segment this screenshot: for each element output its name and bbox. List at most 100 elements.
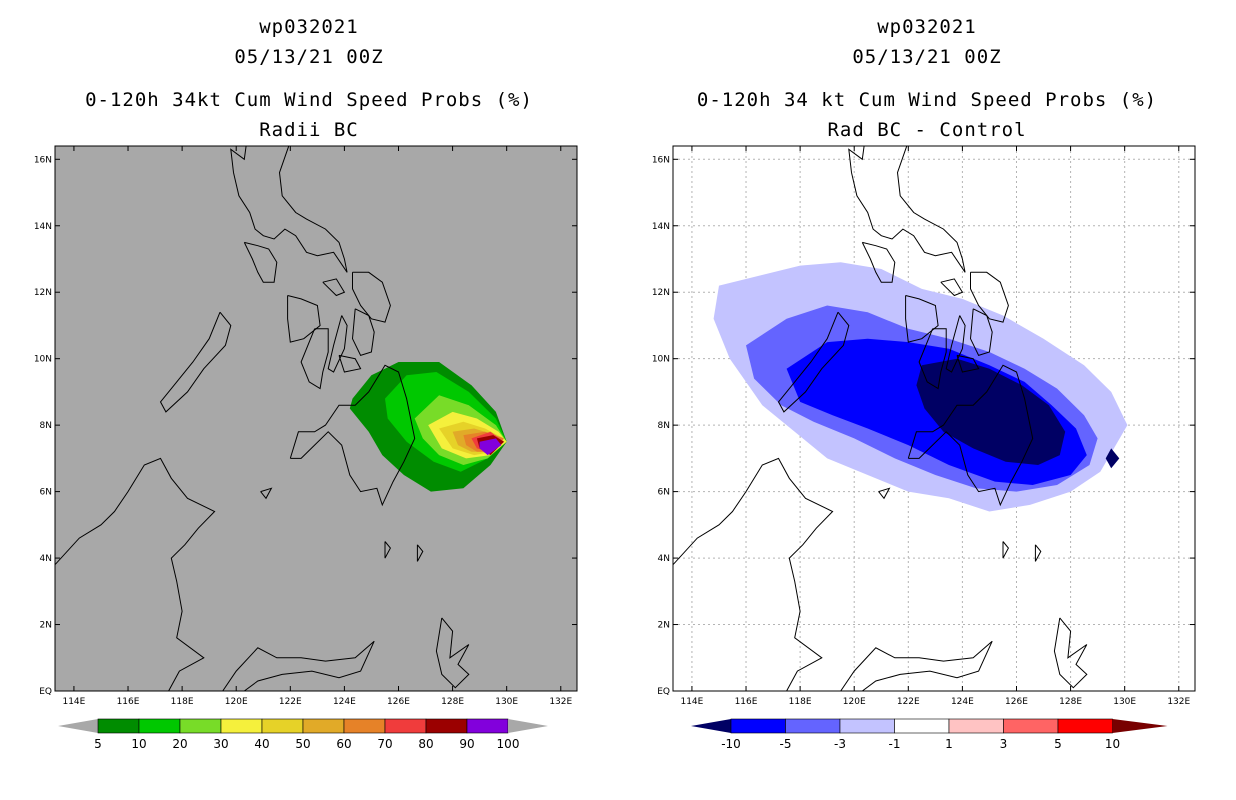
coastline (878, 487, 891, 500)
map-axes: 114E 116E 118E 120E 122E 124E 126E 128E 130E 132E… (34, 146, 577, 707)
coastline (55, 457, 216, 691)
lon-label: 116E (117, 697, 140, 707)
coastline (352, 271, 391, 323)
coastline (327, 315, 348, 373)
coastline (905, 295, 939, 343)
lat-label: 4N (658, 554, 670, 564)
right-subtitle: Rad BC - Control (827, 119, 1027, 141)
colorbar-swatch (894, 718, 950, 734)
colorbar-swatch (1003, 718, 1059, 734)
coastline (970, 271, 1009, 323)
coastline (416, 544, 424, 562)
lon-label: 126E (1005, 697, 1028, 707)
coastline (435, 617, 470, 689)
lon-label: 130E (495, 697, 518, 707)
lon-label: 128E (1059, 697, 1082, 707)
lon-label: 128E (441, 697, 464, 707)
right-datetime: 05/13/21 00Z (852, 46, 1002, 68)
map-content (673, 146, 1195, 691)
map-frame (672, 145, 1196, 692)
left-colorbar: 5 10 20 30 40 50 60 70 80 90 100 (58, 718, 548, 751)
left-product-title: 0-120h 34kt Cum Wind Speed Probs (%) (85, 89, 533, 111)
lon-label: 124E (951, 697, 974, 707)
coastline (945, 315, 966, 373)
colorbar-arrow-left (691, 719, 731, 733)
coastline (956, 354, 980, 373)
right-product-title: 0-120h 34 kt Cum Wind Speed Probs (%) (696, 89, 1158, 111)
coastline (969, 308, 993, 357)
coastline (338, 354, 362, 373)
lon-label: 122E (279, 697, 302, 707)
right-colorbar: -10 -5 -3 -1 1 3 5 10 (691, 718, 1168, 751)
lon-label: 118E (789, 697, 812, 707)
probability-contours (349, 362, 507, 492)
lon-label: 120E (225, 697, 248, 707)
coastline (300, 328, 329, 390)
colorbar-label: 80 (418, 737, 433, 751)
left-datetime: 05/13/21 00Z (234, 46, 384, 68)
colorbar-label: 50 (295, 737, 310, 751)
coastline (222, 640, 375, 691)
colorbar-swatch (384, 718, 427, 734)
coastline (243, 241, 278, 283)
colorbar-arrow-right (1112, 719, 1168, 733)
lat-label: 16N (34, 155, 52, 165)
colorbar-swatch (785, 718, 841, 734)
lat-label: 6N (658, 488, 670, 498)
colorbar-swatch (343, 718, 386, 734)
coastline (907, 364, 1034, 507)
colorbar-label: -3 (834, 737, 846, 751)
coastline (840, 640, 993, 691)
lon-label: 126E (387, 697, 410, 707)
lon-label: 118E (171, 697, 194, 707)
lat-label: 14N (34, 222, 52, 232)
lon-label: 116E (735, 697, 758, 707)
lat-label: EQ (657, 687, 670, 697)
lon-label: 114E (62, 697, 85, 707)
map-axes: 114E 116E 118E 120E 122E 124E 126E 128E 130E 132E… (652, 146, 1195, 707)
lon-label: 124E (333, 697, 356, 707)
colorbar-swatch (948, 718, 1004, 734)
coastline (159, 311, 232, 413)
coastline (918, 328, 947, 390)
colorbar-swatch (97, 718, 140, 734)
coastline (861, 241, 896, 283)
lat-label: 8N (658, 421, 670, 431)
colorbar-label: 20 (172, 737, 187, 751)
coastline (260, 487, 273, 500)
lat-label: 12N (652, 288, 670, 298)
lat-label: 2N (40, 621, 52, 631)
colorbar-label: 60 (336, 737, 351, 751)
left-storm-id: wp032021 (259, 16, 359, 38)
lat-label: 8N (40, 421, 52, 431)
colorbar-swatch (220, 718, 263, 734)
right-map: 114E 116E 118E 120E 122E 124E 126E 128E 130E 132E… (652, 145, 1196, 751)
lon-label: 120E (843, 697, 866, 707)
colorbar-label: 1 (945, 737, 953, 751)
lat-label: 4N (40, 554, 52, 564)
lat-label: EQ (39, 687, 52, 697)
colorbar-label: 5 (94, 737, 102, 751)
colorbar-label: 90 (459, 737, 474, 751)
colorbar-label: 5 (1054, 737, 1062, 751)
coastlines (55, 146, 470, 691)
coastline (351, 308, 375, 357)
difference-contour-band (916, 358, 1066, 465)
lat-label: 14N (652, 222, 670, 232)
coastline (322, 278, 346, 297)
coastline (673, 457, 834, 691)
colorbar-arrow-right (508, 719, 548, 733)
colorbar-label: 40 (254, 737, 269, 751)
coastline (777, 311, 850, 413)
colorbar-label: 70 (377, 737, 392, 751)
map-background (55, 146, 577, 691)
lon-label: 122E (897, 697, 920, 707)
colorbar-label: -5 (780, 737, 792, 751)
coastline (940, 278, 964, 297)
colorbar-label: 30 (213, 737, 228, 751)
colorbar-label: 10 (131, 737, 146, 751)
colorbar-swatch (302, 718, 345, 734)
colorbar-swatch (1057, 718, 1113, 734)
probability-contour-band (479, 438, 502, 456)
colorbar-swatch (261, 718, 304, 734)
